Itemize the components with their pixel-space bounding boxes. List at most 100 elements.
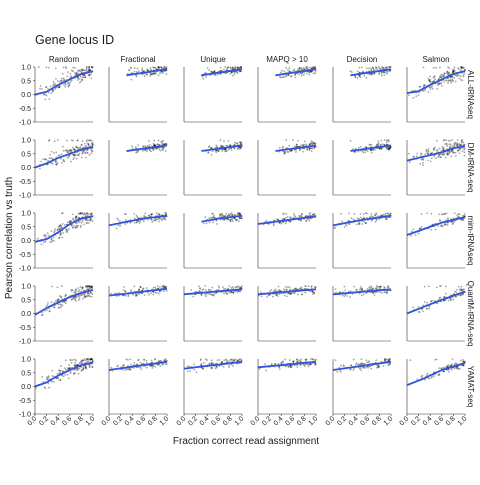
- data-point: [366, 150, 369, 152]
- data-point: [214, 146, 217, 149]
- data-point: [430, 212, 433, 215]
- data-point: [76, 79, 79, 81]
- data-point: [73, 148, 76, 151]
- data-point: [163, 146, 166, 149]
- data-point: [276, 290, 279, 293]
- data-point: [446, 224, 449, 226]
- data-point: [139, 286, 142, 288]
- data-point: [452, 71, 455, 74]
- data-point: [165, 66, 168, 69]
- data-point: [461, 294, 463, 296]
- data-point: [438, 77, 441, 80]
- data-point: [239, 213, 241, 216]
- data-point: [427, 91, 430, 93]
- data-point: [355, 223, 358, 226]
- data-point: [50, 92, 53, 95]
- data-point: [232, 292, 235, 295]
- data-point: [361, 223, 364, 225]
- data-point: [382, 365, 385, 367]
- data-point: [149, 365, 152, 367]
- data-point: [447, 299, 450, 302]
- data-point: [122, 364, 125, 366]
- x-tick-label: 1.0: [383, 415, 395, 427]
- data-point: [90, 77, 93, 80]
- data-point: [226, 69, 229, 71]
- data-point: [152, 149, 155, 151]
- data-point: [53, 231, 55, 234]
- data-point: [236, 66, 239, 69]
- data-point: [162, 143, 165, 146]
- data-point: [208, 145, 211, 148]
- data-point: [84, 367, 87, 369]
- data-point: [240, 66, 242, 68]
- data-point: [295, 143, 298, 146]
- data-point: [146, 73, 148, 76]
- data-point: [221, 150, 224, 152]
- data-point: [425, 374, 428, 376]
- data-point: [155, 217, 158, 220]
- trend-line: [332, 214, 392, 227]
- data-point: [82, 146, 85, 149]
- data-point: [133, 67, 136, 70]
- data-point: [462, 214, 464, 217]
- data-point: [381, 143, 384, 146]
- data-point: [54, 83, 57, 86]
- data-point: [378, 72, 381, 74]
- trend-line: [406, 70, 466, 94]
- data-point: [84, 151, 87, 154]
- data-point: [80, 144, 83, 147]
- data-point: [305, 143, 307, 146]
- data-point: [430, 300, 433, 303]
- data-point: [241, 359, 243, 362]
- data-point: [60, 161, 63, 164]
- data-point: [453, 151, 455, 154]
- data-point: [133, 212, 136, 215]
- data-point: [199, 359, 202, 362]
- data-point: [236, 291, 239, 293]
- data-point: [77, 77, 80, 80]
- data-point: [444, 223, 447, 226]
- data-point: [137, 359, 140, 362]
- data-point: [442, 75, 445, 78]
- data-point: [86, 212, 88, 215]
- data-point: [161, 219, 164, 222]
- data-point: [50, 150, 53, 153]
- data-point: [226, 360, 229, 363]
- x-tick-label: 0.8: [73, 415, 85, 427]
- data-point: [158, 290, 161, 293]
- data-point: [408, 94, 410, 97]
- data-point: [68, 367, 71, 370]
- data-point: [85, 285, 88, 287]
- data-point: [74, 226, 77, 229]
- data-point: [78, 221, 80, 224]
- data-point: [378, 285, 381, 288]
- data-point: [358, 363, 361, 366]
- data-point: [77, 154, 80, 156]
- data-point: [458, 143, 461, 145]
- data-point: [66, 229, 69, 232]
- data-point: [124, 290, 127, 293]
- data-point: [127, 368, 129, 371]
- data-point: [217, 150, 220, 152]
- data-point: [225, 218, 227, 220]
- data-point: [143, 69, 146, 72]
- data-point: [89, 219, 92, 221]
- data-point: [224, 148, 227, 151]
- data-point: [362, 363, 364, 365]
- data-point: [121, 365, 124, 368]
- data-point: [234, 358, 237, 361]
- data-point: [59, 296, 62, 299]
- data-point: [278, 366, 280, 369]
- data-point: [443, 370, 445, 373]
- data-point: [457, 215, 460, 218]
- data-point: [283, 150, 286, 153]
- data-point: [438, 83, 441, 86]
- data-point: [286, 150, 289, 153]
- data-point: [457, 216, 459, 219]
- data-point: [89, 213, 91, 216]
- data-point: [69, 372, 72, 375]
- data-point: [292, 360, 294, 363]
- data-point: [56, 86, 59, 89]
- data-point: [418, 227, 421, 230]
- data-point: [213, 74, 216, 76]
